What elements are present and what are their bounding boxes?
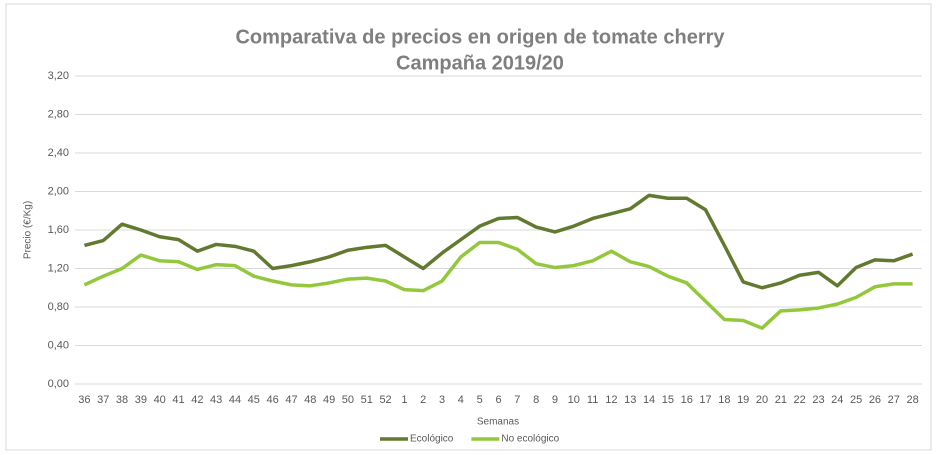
x-tick-label: 10 [568, 394, 580, 406]
x-tick-label: 22 [794, 394, 806, 406]
x-tick-label: 28 [906, 394, 918, 406]
y-tick-label: 0,80 [48, 301, 69, 313]
x-tick-label: 39 [135, 394, 147, 406]
y-tick-label: 1,20 [48, 262, 69, 274]
x-tick-label: 4 [458, 394, 464, 406]
y-tick-label: 2,80 [48, 108, 69, 120]
y-tick-label: 0,40 [48, 339, 69, 351]
y-tick-label: 2,00 [48, 185, 69, 197]
x-tick-label: 26 [869, 394, 881, 406]
x-tick-label: 5 [477, 394, 483, 406]
x-tick-label: 17 [699, 394, 711, 406]
y-axis-label: Precio (€/Kg) [23, 201, 34, 259]
x-tick-label: 38 [116, 394, 128, 406]
x-tick-label: 46 [267, 394, 279, 406]
x-tick-label: 48 [304, 394, 316, 406]
legend-label: No ecológico [501, 434, 559, 445]
x-tick-label: 3 [439, 394, 445, 406]
x-tick-label: 15 [662, 394, 674, 406]
x-tick-label: 40 [154, 394, 166, 406]
x-tick-label: 43 [210, 394, 222, 406]
x-tick-label: 11 [587, 394, 598, 406]
x-tick-label: 36 [78, 394, 90, 406]
x-tick-label: 9 [552, 394, 558, 406]
chart-subtitle: Campaña 2019/20 [396, 52, 564, 74]
x-tick-label: 49 [323, 394, 335, 406]
y-tick-label: 1,60 [48, 224, 69, 236]
x-tick-label: 25 [850, 394, 862, 406]
x-tick-label: 45 [248, 394, 260, 406]
x-tick-label: 24 [831, 394, 843, 406]
x-tick-label: 37 [97, 394, 109, 406]
y-tick-label: 0,00 [48, 378, 69, 390]
x-tick-label: 2 [420, 394, 426, 406]
x-tick-label: 13 [624, 394, 636, 406]
x-tick-label: 23 [812, 394, 824, 406]
x-tick-label: 6 [495, 394, 501, 406]
x-tick-label: 50 [342, 394, 354, 406]
x-tick-label: 19 [737, 394, 749, 406]
x-tick-label: 14 [643, 394, 655, 406]
x-tick-label: 18 [718, 394, 730, 406]
x-tick-label: 47 [285, 394, 297, 406]
x-tick-label: 42 [191, 394, 203, 406]
x-tick-label: 52 [379, 394, 391, 406]
x-tick-label: 16 [681, 394, 693, 406]
x-tick-label: 12 [605, 394, 617, 406]
x-tick-label: 7 [514, 394, 520, 406]
x-tick-label: 1 [401, 394, 407, 406]
chart-frame [5, 3, 932, 451]
series-line [83, 193, 914, 290]
x-tick-label: 44 [229, 394, 241, 406]
chart-title: Comparativa de precios en origen de toma… [235, 26, 725, 48]
x-tick-label: 20 [756, 394, 768, 406]
y-tick-label: 3,20 [48, 70, 69, 82]
legend-label: Ecológico [410, 434, 454, 445]
x-tick-label: 21 [775, 394, 787, 406]
x-tick-label: 27 [888, 394, 900, 406]
x-tick-label: 8 [533, 394, 539, 406]
x-tick-label: 51 [361, 394, 373, 406]
x-axis-label: Semanas [477, 417, 519, 428]
x-tick-label: 41 [172, 394, 184, 406]
y-tick-label: 2,40 [48, 147, 69, 159]
series-line [83, 240, 913, 330]
